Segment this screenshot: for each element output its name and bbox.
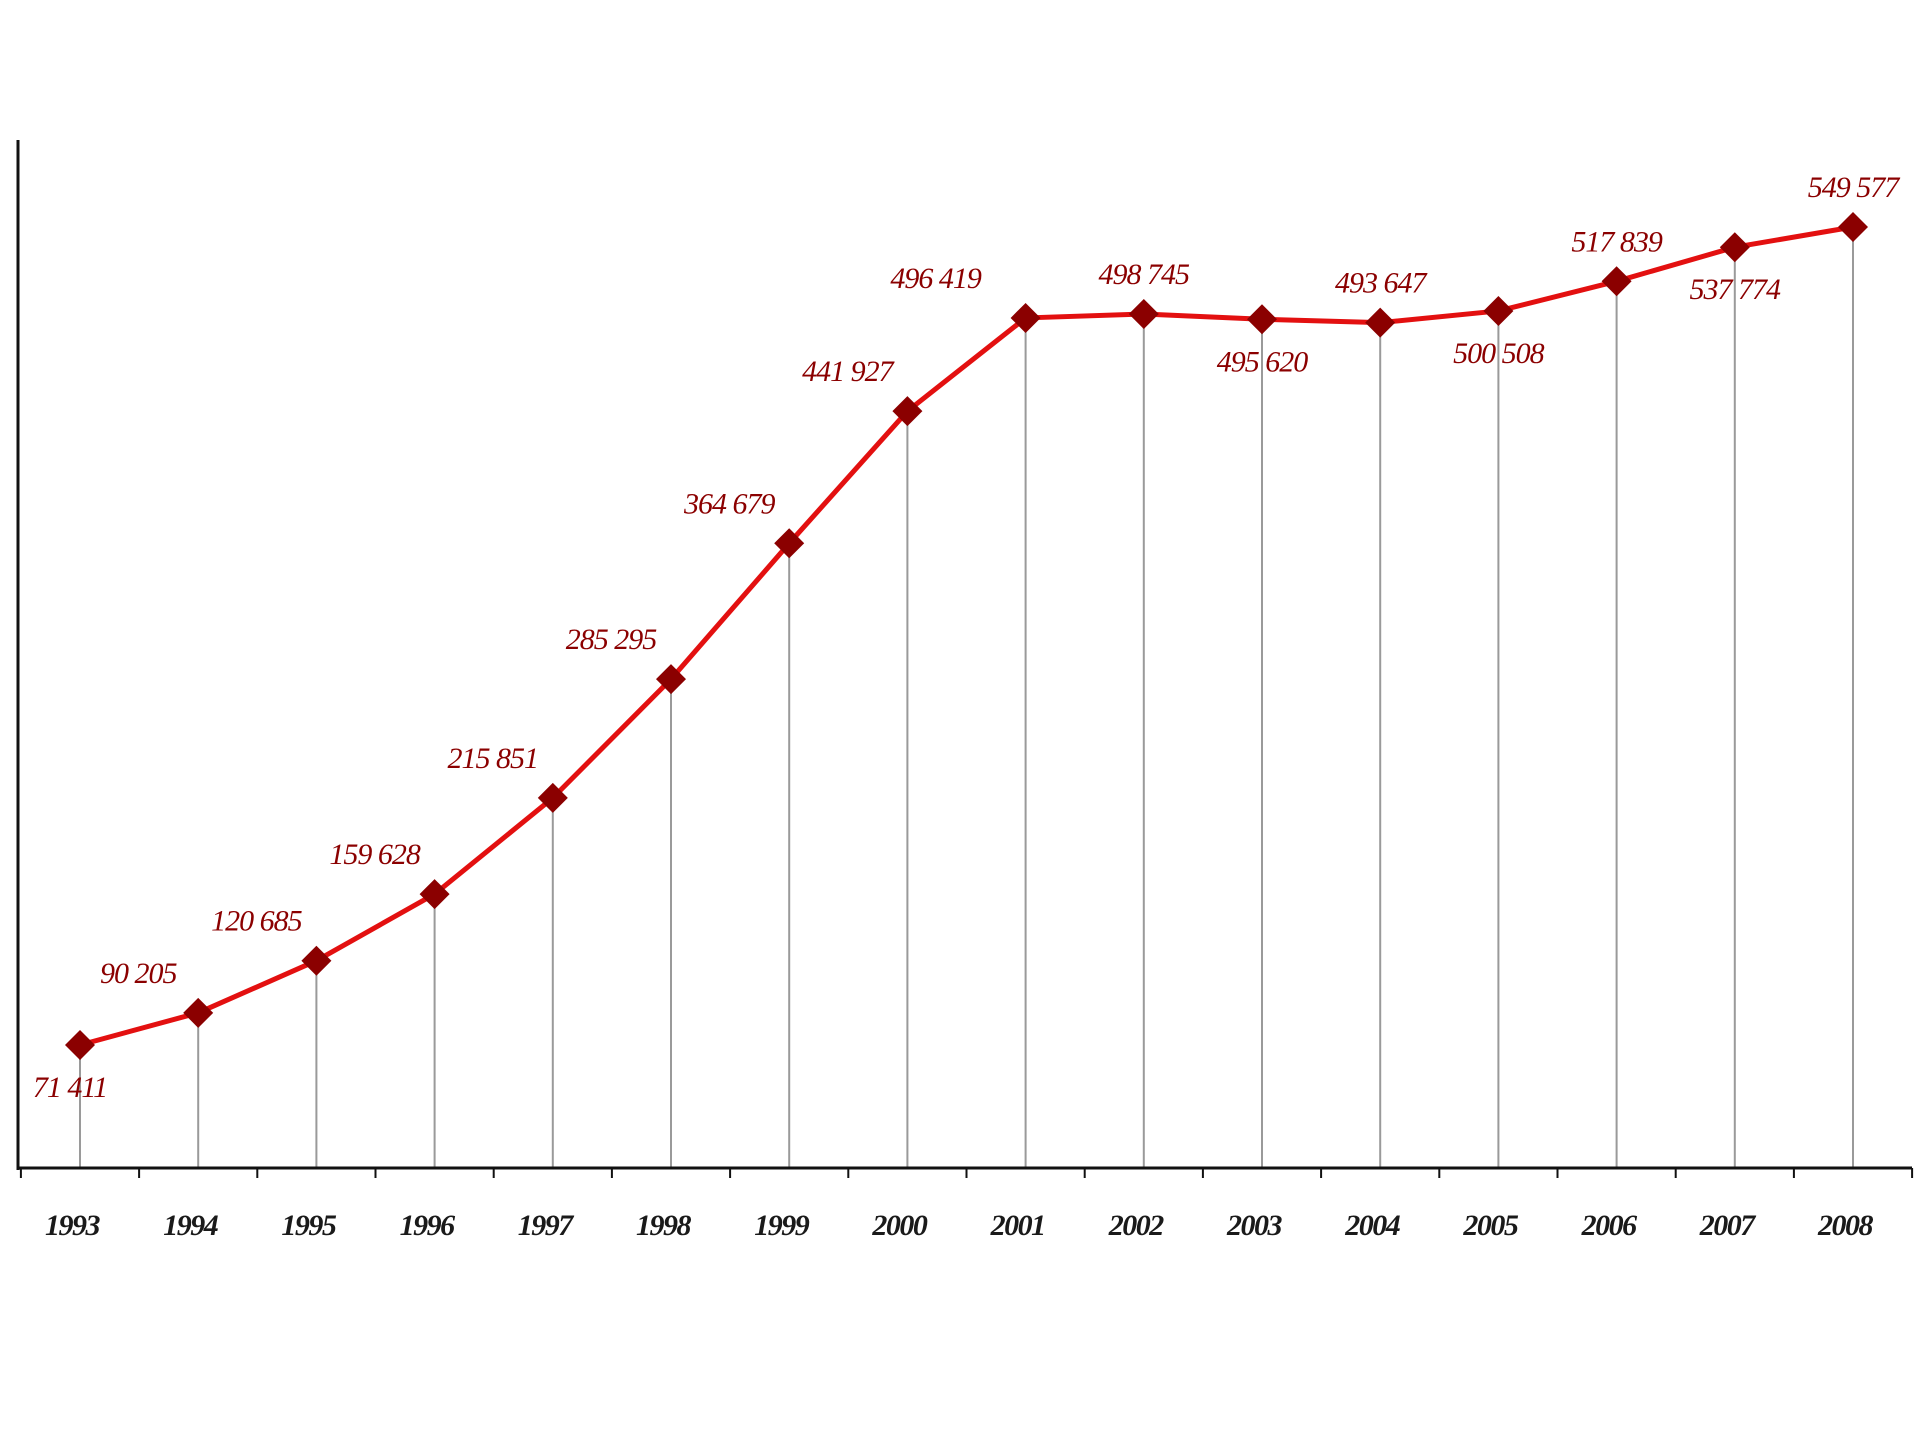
data-label: 120 685 [211,905,303,938]
data-point-marker [419,879,450,910]
x-tick-label: 1993 [45,1209,101,1242]
x-tick-label: 2000 [871,1209,928,1242]
data-label: 495 620 [1217,345,1309,378]
x-tick-label: 1999 [754,1209,810,1242]
x-tick-label: 1995 [281,1209,337,1242]
x-tick-label: 2006 [1581,1209,1638,1242]
data-point-marker [1483,295,1514,326]
data-label: 537 774 [1690,273,1782,306]
data-point-marker [65,1030,95,1060]
x-tick-label: 2003 [1226,1209,1283,1242]
data-point-marker [892,396,923,427]
data-label: 517 839 [1571,225,1663,258]
data-label: 496 419 [890,262,982,295]
x-tick-labels: 1993 1994 1995 1996 1997 1998 1999 2000 2001 2002… [45,1209,1875,1242]
data-label: 549 577 [1808,171,1902,204]
data-labels: 71 411 90 205 120 685 159 628 215 851 285 295… [33,171,1902,1104]
x-tick-label: 2005 [1462,1209,1519,1242]
data-point-marker [1365,307,1396,338]
data-point-marker [1719,232,1750,263]
data-point-marker [1128,298,1159,329]
data-label: 71 411 [33,1071,107,1104]
data-label: 441 927 [802,355,896,388]
data-point-marker [1010,302,1041,333]
data-label: 90 205 [100,957,178,990]
data-point-marker [656,664,686,695]
data-label: 500 508 [1453,337,1545,370]
data-label: 498 745 [1099,258,1191,291]
data-point-marker [301,945,332,976]
data-label: 215 851 [448,742,539,775]
x-tick-label: 2008 [1817,1209,1874,1242]
x-tick-label: 1996 [400,1209,456,1242]
data-point-marker [183,997,214,1028]
x-tick-label: 2001 [990,1209,1045,1242]
data-point-marker [1838,212,1868,242]
x-tick-label: 1994 [163,1209,219,1242]
x-tick-label: 2007 [1699,1209,1757,1242]
x-tick-label: 2002 [1108,1209,1165,1242]
data-label: 159 628 [329,838,421,871]
series-line [79,224,1854,1048]
data-label: 285 295 [566,623,658,656]
data-point-marker [1247,304,1277,335]
data-point-marker [774,528,805,559]
x-axis-ticks [19,1168,1914,1178]
drop-lines [79,227,1854,1168]
data-label: 493 647 [1335,267,1429,300]
data-point-marker [537,782,568,813]
x-tick-label: 2004 [1344,1209,1401,1242]
data-label: 364 679 [683,487,776,520]
x-tick-label: 1997 [518,1209,575,1242]
data-point-marker [1601,266,1632,297]
x-tick-label: 1998 [636,1209,692,1242]
data-markers [65,212,1868,1060]
